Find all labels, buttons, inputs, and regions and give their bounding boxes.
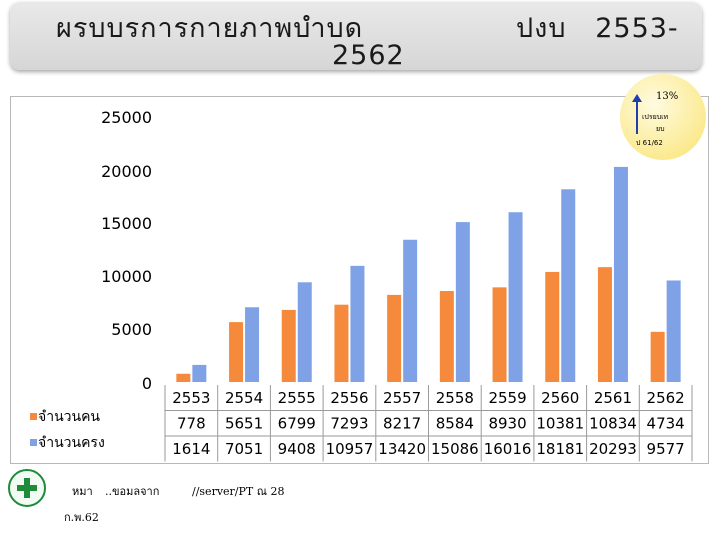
growth-note-line1: เปรยบเท: [642, 113, 669, 121]
bar-visits: [245, 307, 260, 382]
table-value-people: 7293: [330, 415, 368, 433]
table-value-visits: 1614: [172, 440, 210, 458]
table-value-people: 6799: [278, 415, 316, 433]
bar-visits: [561, 189, 576, 382]
bar-people: [229, 322, 244, 382]
x-category-label: 2560: [541, 389, 579, 407]
table-value-visits: 9408: [278, 440, 316, 458]
bar-visits: [455, 222, 470, 382]
footer-source-label: ..ขอมลจาก: [105, 485, 160, 498]
bar-visits: [192, 364, 207, 382]
growth-percent: 13%: [656, 91, 679, 102]
bar-visits: [508, 212, 523, 382]
bar-people: [439, 291, 454, 382]
up-arrow-icon: [632, 94, 642, 102]
table-value-people: 5651: [225, 415, 263, 433]
bar-people: [387, 294, 402, 382]
bar-people: [176, 373, 191, 382]
footer-date: ก.พ.62: [64, 511, 99, 524]
footer-note-label: หมา: [72, 485, 93, 498]
x-category-label: 2556: [330, 389, 368, 407]
ministry-logo: [8, 469, 46, 507]
bar-visits: [666, 280, 681, 382]
bar-visits: [350, 265, 365, 382]
logo-cross-horizontal: [17, 485, 37, 491]
bar-people: [492, 287, 507, 382]
table-value-visits: 7051: [225, 440, 263, 458]
bar-people: [281, 309, 296, 382]
title-main: ผรบบรการกายภาพบำบด: [56, 13, 364, 44]
table-value-people: 10834: [589, 415, 637, 433]
x-category-label: 2553: [172, 389, 210, 407]
y-tick-label: 0: [141, 374, 152, 393]
table-value-people: 778: [177, 415, 206, 433]
bar-visits: [613, 166, 628, 382]
up-arrow-shaft: [636, 100, 638, 134]
table-value-people: 8584: [436, 415, 474, 433]
x-category-label: 2554: [225, 389, 263, 407]
table-value-visits: 20293: [589, 440, 637, 458]
y-tick-label: 5000: [111, 320, 152, 339]
legend-swatch-people: [30, 413, 37, 420]
table-value-people: 10381: [536, 415, 584, 433]
table-value-visits: 15086: [431, 440, 479, 458]
plot-area: [10, 96, 709, 464]
table-value-visits: 9577: [647, 440, 685, 458]
y-tick-label: 15000: [101, 214, 152, 233]
x-category-label: 2555: [278, 389, 316, 407]
x-category-label: 2559: [488, 389, 526, 407]
legend-label-visits: จำนวนครง: [38, 435, 105, 451]
title-year-end: 2562: [332, 40, 405, 71]
x-category-label: 2557: [383, 389, 421, 407]
table-value-people: 8217: [383, 415, 421, 433]
bar-people: [334, 304, 349, 382]
x-category-label: 2562: [647, 389, 685, 407]
y-tick-label: 10000: [101, 267, 152, 286]
title-banner: ผรบบรการกายภาพบำบด ปงบ 2553- 2562: [10, 2, 702, 71]
x-category-label: 2558: [436, 389, 474, 407]
bar-people: [597, 267, 612, 382]
table-value-visits: 10957: [326, 440, 374, 458]
bar-visits: [403, 239, 418, 382]
table-value-visits: 13420: [378, 440, 426, 458]
bar-people: [545, 271, 560, 382]
growth-note-line2: ยบ: [656, 125, 665, 133]
table-value-visits: 18181: [536, 440, 584, 458]
table-value-visits: 16016: [484, 440, 532, 458]
x-category-label: 2561: [594, 389, 632, 407]
y-tick-label: 25000: [101, 108, 152, 127]
table-value-people: 4734: [647, 415, 685, 433]
y-tick-label: 20000: [101, 162, 152, 181]
table-value-people: 8930: [488, 415, 526, 433]
growth-note-line3: ป 61/62: [636, 139, 663, 147]
footer-source-path: //server/PT ณ 28: [192, 485, 285, 498]
growth-callout: 13% เปรยบเท ยบ ป 61/62: [620, 74, 706, 160]
bar-visits: [297, 282, 312, 382]
title-fiscal-years: ปงบ 2553-: [516, 13, 679, 44]
bar-people: [650, 331, 665, 382]
legend-swatch-visits: [30, 439, 37, 446]
legend-label-people: จำนวนคน: [38, 409, 101, 425]
